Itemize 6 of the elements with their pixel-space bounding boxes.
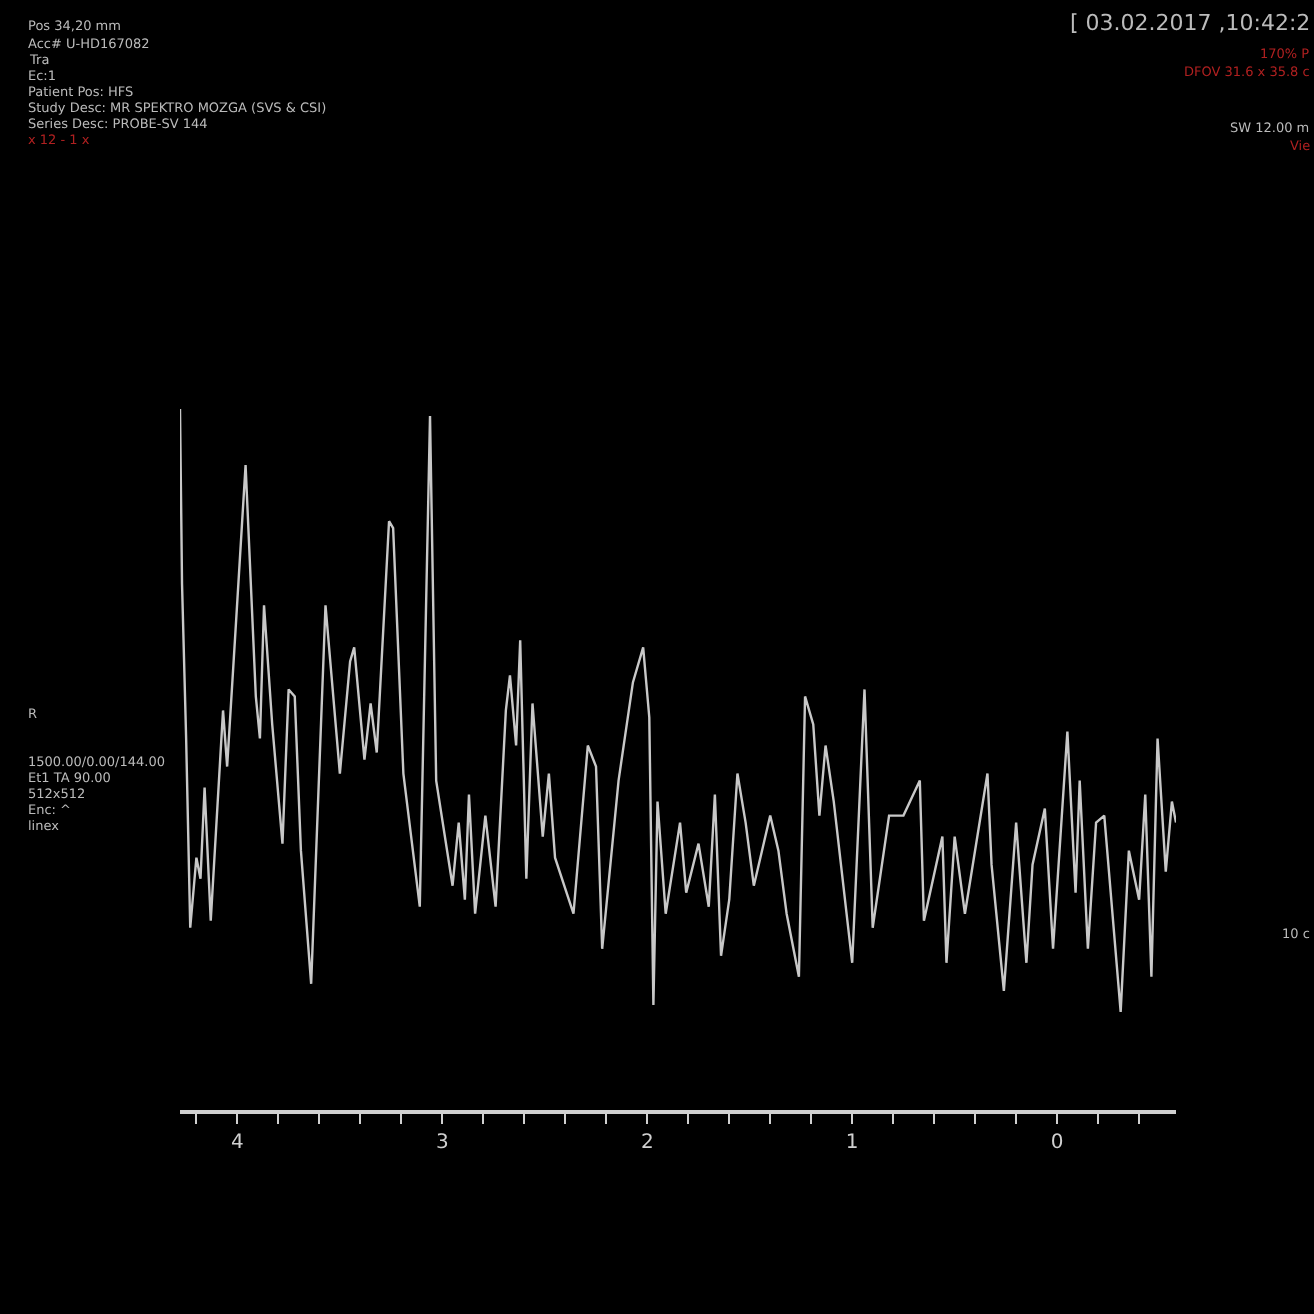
x-tick-label: 3: [435, 1132, 449, 1154]
x-tick-label: 2: [640, 1132, 654, 1154]
x-tick-label: 4: [231, 1132, 244, 1154]
x-tick-label: 0: [1050, 1132, 1064, 1154]
x-tick-label: 1: [845, 1132, 859, 1154]
text: [ 03.02.2017 ,10:42:2: [1070, 10, 1311, 36]
